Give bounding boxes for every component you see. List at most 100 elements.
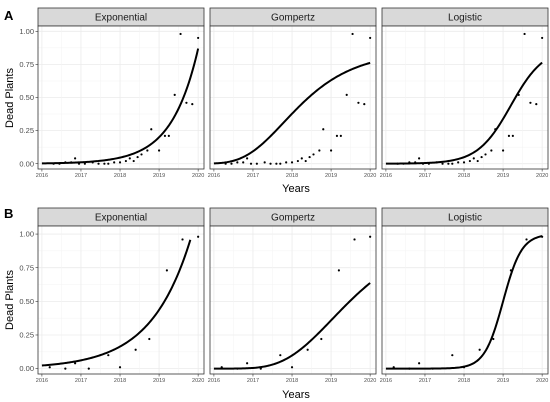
x-tick-label: 2020 (192, 173, 204, 179)
x-tick-label: 2016 (208, 173, 220, 179)
data-point (150, 128, 153, 131)
y-tick-label: 1.00 (19, 27, 34, 36)
data-point (197, 235, 200, 238)
x-tick-label: 2017 (75, 378, 87, 384)
x-tick-label: 2017 (75, 173, 87, 179)
data-point (320, 337, 323, 341)
data-point (246, 157, 249, 160)
x-tick-label: 2020 (536, 173, 548, 179)
data-point (353, 238, 356, 241)
x-tick-label: 2018 (114, 378, 126, 384)
y-tick-label: 0.25 (19, 331, 34, 340)
y-tick-label: 0.75 (19, 60, 34, 69)
panel-b-logistic: Logistic 2016 2017 2018 2019 2020 (380, 207, 549, 384)
x-axis-title: Years (282, 389, 310, 401)
panel-border (37, 25, 205, 170)
x-tick-label: 2017 (419, 173, 431, 179)
data-point (236, 161, 239, 164)
gridlines (38, 226, 204, 374)
data-point (118, 161, 122, 164)
data-point (501, 149, 505, 152)
data-point (447, 162, 450, 165)
data-point (306, 348, 309, 351)
y-tick-label: 0.00 (19, 364, 34, 373)
data-point (541, 36, 544, 40)
data-point (451, 354, 454, 357)
data-point (179, 32, 182, 36)
fitted-curve-exponential (41, 48, 200, 165)
data-point (290, 366, 294, 369)
panel-a-gompertz: Gompertz 2016 2017 2018 2019 2020 (208, 7, 377, 179)
data-point (480, 155, 483, 159)
data-point (535, 103, 538, 106)
data-point (290, 161, 294, 164)
y-tick-label: 1.00 (19, 230, 34, 239)
data-point (457, 161, 460, 164)
gridlines (382, 26, 548, 169)
data-point (118, 366, 122, 369)
data-point (322, 128, 325, 131)
gridlines (210, 26, 376, 169)
x-tick-label: 2019 (153, 378, 165, 384)
y-axis-title: Dead Plants (4, 270, 16, 330)
y-axis-title: Dead Plants (4, 68, 16, 128)
data-point (148, 337, 151, 341)
x-tick-label: 2018 (458, 378, 470, 384)
panel-border (209, 225, 377, 375)
data-point (472, 157, 475, 160)
data-point (197, 36, 200, 40)
x-tick-label: 2017 (247, 378, 259, 384)
data-point (357, 101, 360, 104)
data-point (279, 354, 282, 357)
data-point (103, 162, 106, 165)
facet-strip-label: Logistic (448, 213, 482, 224)
data-point (157, 149, 161, 152)
data-point (451, 162, 454, 165)
data-point (285, 161, 288, 164)
data-point (242, 161, 245, 164)
y-tick-label: 0.75 (19, 263, 34, 272)
data-point (191, 103, 194, 106)
x-tick-label: 2018 (286, 378, 298, 384)
fitted-curve-gompertz (213, 282, 371, 370)
y-tick-label: 0.00 (19, 159, 34, 168)
data-point (369, 235, 372, 238)
panel-b-exponential: Exponential 2016 2017 2018 2019 2020 (36, 207, 205, 384)
data-point (134, 348, 137, 351)
x-tick-label: 2016 (380, 378, 392, 384)
data-point (351, 32, 354, 36)
data-point (507, 134, 511, 137)
data-point (181, 238, 184, 241)
y-tick-label: 0.50 (19, 93, 34, 102)
y-tick-label: 0.25 (19, 126, 34, 135)
data-point (255, 162, 258, 165)
x-tick-label: 2016 (36, 173, 48, 179)
data-point (490, 149, 493, 152)
data-point (492, 337, 495, 341)
data-point (525, 238, 528, 241)
x-tick-label: 2016 (380, 173, 392, 179)
data-point (462, 161, 466, 164)
x-tick-label: 2018 (286, 173, 298, 179)
data-point (83, 162, 86, 165)
data-point (339, 134, 342, 137)
x-tick-label: 2020 (364, 378, 376, 384)
data-point (279, 162, 282, 165)
data-point (345, 93, 348, 96)
data-point (97, 162, 100, 165)
x-tick-label: 2019 (497, 173, 509, 179)
data-points (48, 235, 200, 370)
data-point (107, 354, 110, 357)
panel-b-gompertz: Gompertz 2016 2017 2018 2019 2020 (208, 207, 377, 384)
x-tick-label: 2018 (114, 173, 126, 179)
data-point (476, 159, 479, 163)
panel-tag-b: B (4, 206, 13, 221)
x-tick-label: 2019 (325, 378, 337, 384)
panel-border (381, 225, 549, 375)
data-point (468, 159, 471, 163)
panel-border (37, 225, 205, 375)
facet-strip-label: Exponential (95, 13, 147, 24)
data-point (74, 157, 77, 160)
